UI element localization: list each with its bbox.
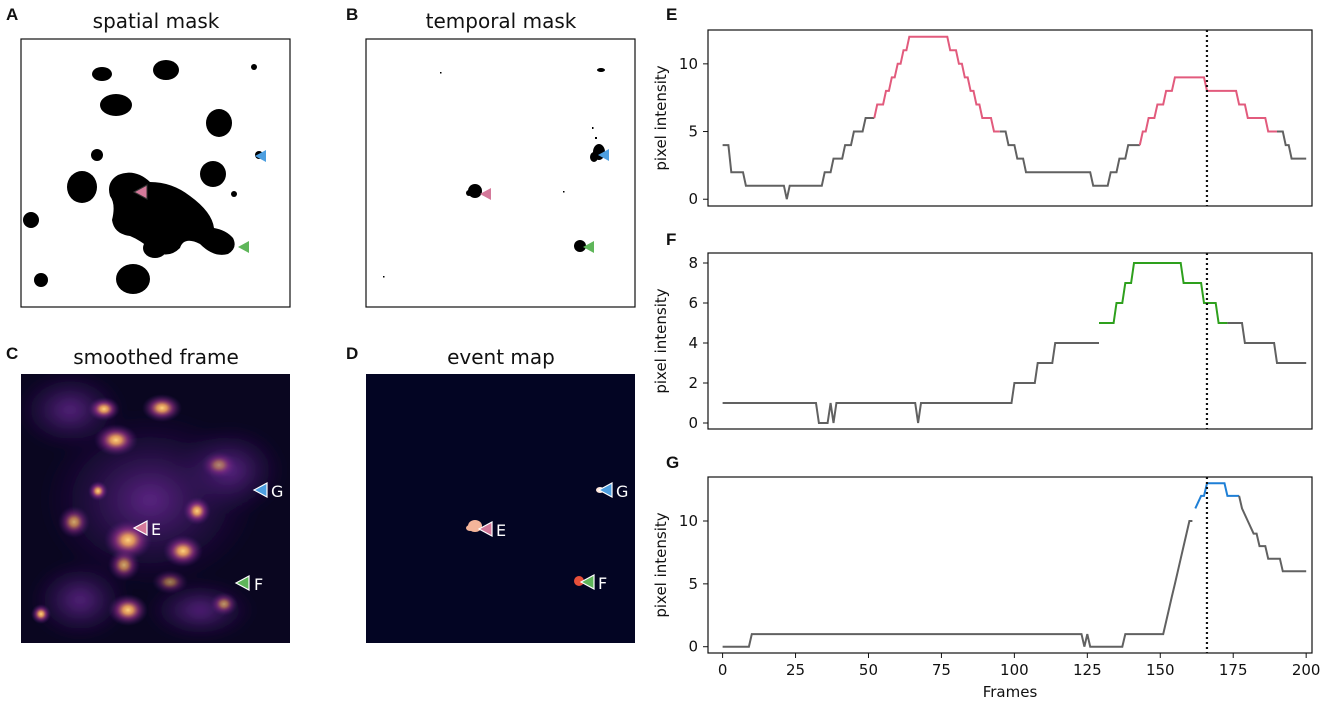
series-baseline xyxy=(999,130,1140,187)
plot-frame xyxy=(707,252,1313,430)
x-axis-label: Frames xyxy=(983,683,1038,701)
trace-panels: E 0 5 10 pixel intensity F 0 2 4 6 8 pixel intensit… xyxy=(652,5,1320,701)
series-baseline xyxy=(722,342,1099,424)
x-tick-label: 0 xyxy=(718,661,728,679)
x-tick-label: 150 xyxy=(1146,661,1175,679)
series-baseline xyxy=(1227,322,1307,364)
y-tick-label: 5 xyxy=(688,575,698,593)
marker-e-icon xyxy=(132,519,148,537)
event-map-image xyxy=(366,374,635,643)
panel-title-c: smoothed frame xyxy=(73,345,239,369)
y-tick-label: 0 xyxy=(688,190,698,208)
series-baseline xyxy=(1238,495,1307,573)
y-tick-label: 6 xyxy=(688,294,698,312)
panel-title-b: temporal mask xyxy=(426,9,577,33)
marker-g-label: G xyxy=(616,482,628,501)
y-tick-label: 8 xyxy=(688,254,698,272)
marker-g-label: G xyxy=(271,482,283,501)
x-tick-label: 175 xyxy=(1219,661,1248,679)
x-tick-label: 75 xyxy=(932,661,951,679)
panel-label-a: A xyxy=(6,5,18,24)
marker-e-label: E xyxy=(496,521,506,540)
y-tick-label: 0 xyxy=(688,414,698,432)
marker-e-icon xyxy=(132,184,148,200)
series-event xyxy=(1138,76,1277,146)
panel-label-g: G xyxy=(666,453,679,472)
spatial-mask-markers xyxy=(132,150,266,253)
marker-f-label: F xyxy=(254,575,263,594)
marker-f-icon xyxy=(579,573,595,591)
x-tick-label: 100 xyxy=(1000,661,1029,679)
marker-f-icon xyxy=(234,574,250,592)
y-axis-label: pixel intensity xyxy=(652,512,670,617)
y-tick-label: 4 xyxy=(688,334,698,352)
series-baseline xyxy=(722,117,875,200)
marker-f-icon xyxy=(583,241,594,253)
panel-label-d: D xyxy=(346,344,358,363)
marker-e-label: E xyxy=(151,520,161,539)
spatial-mask-frame xyxy=(20,38,291,308)
temporal-mask-frame xyxy=(365,38,636,308)
y-tick-label: 10 xyxy=(679,512,698,530)
x-tick-label: 200 xyxy=(1292,661,1321,679)
panel-label-e: E xyxy=(666,5,677,24)
panel-a: A spatial mask xyxy=(6,5,291,308)
marker-e-icon xyxy=(477,520,493,538)
marker-g-icon xyxy=(597,481,613,499)
plot-frame xyxy=(707,29,1313,207)
plot-frame xyxy=(707,476,1313,654)
x-tick-label: 25 xyxy=(786,661,805,679)
smoothed-frame-markers: G E F xyxy=(132,481,283,594)
y-tick-label: 10 xyxy=(679,55,698,73)
event-map-markers: G E F xyxy=(477,481,628,593)
smoothed-frame-glow xyxy=(21,374,285,640)
trace-panel-e: E 0 5 10 pixel intensity xyxy=(652,5,1313,208)
panel-label-b: B xyxy=(346,5,358,24)
y-tick-label: 2 xyxy=(688,374,698,392)
x-tick-label: 125 xyxy=(1073,661,1102,679)
series-event xyxy=(873,35,1000,133)
marker-g-icon xyxy=(255,150,266,162)
temporal-mask-markers xyxy=(480,149,609,253)
marker-g-icon xyxy=(252,481,268,499)
series-event xyxy=(1099,262,1228,324)
y-axis-label: pixel intensity xyxy=(652,65,670,170)
panel-b: B temporal mask xyxy=(346,5,636,308)
series-baseline xyxy=(722,520,1193,648)
marker-f-icon xyxy=(238,241,249,253)
event-f xyxy=(574,576,584,586)
panel-d: D event map G E F xyxy=(346,344,635,643)
panel-label-f: F xyxy=(666,230,676,249)
trace-panel-f: F 0 2 4 6 8 pixel intensity xyxy=(652,230,1313,432)
panel-label-c: C xyxy=(6,344,18,363)
marker-e-icon xyxy=(480,188,491,200)
panel-title-d: event map xyxy=(447,345,555,369)
y-axis-label: pixel intensity xyxy=(652,288,670,393)
panel-title-a: spatial mask xyxy=(93,9,220,33)
y-tick-label: 5 xyxy=(688,123,698,141)
y-tick-label: 0 xyxy=(688,638,698,656)
panel-c: C smoothed frame xyxy=(6,344,290,643)
marker-f-label: F xyxy=(598,574,607,593)
marker-g-icon xyxy=(598,149,609,161)
series-baseline xyxy=(1277,130,1307,160)
series-event xyxy=(1194,482,1240,509)
x-tick-label: 50 xyxy=(859,661,878,679)
